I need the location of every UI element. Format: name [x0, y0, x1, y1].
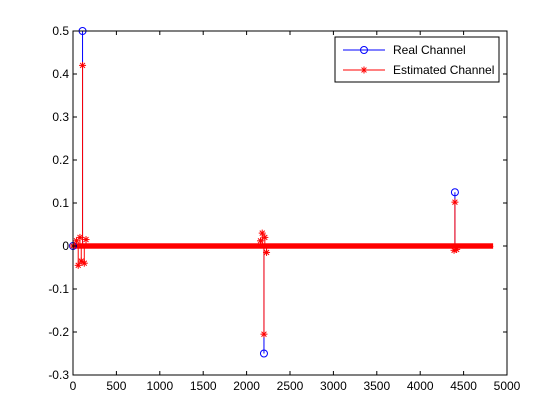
x-tick-label: 0 [70, 379, 77, 393]
estimated-channel-marker [453, 245, 461, 253]
x-tick-label: 5000 [494, 379, 521, 393]
estimated-channel-marker [80, 259, 88, 267]
estimated-channel-markers [69, 61, 461, 338]
y-axis-ticks: -0.3 -0.2 -0.1 0 0.1 0.2 0.3 0.4 0.5 [48, 24, 507, 382]
y-tick-label: 0.3 [52, 110, 69, 124]
real-channel-marker [450, 188, 459, 197]
y-tick-label: -0.1 [48, 282, 69, 296]
y-tick-label: 0.2 [52, 153, 69, 167]
legend-estimated-asterisk [360, 66, 368, 74]
legend-real-label: Real Channel [393, 43, 466, 57]
y-tick-label: 0.5 [52, 24, 69, 38]
x-tick-label: 4000 [407, 379, 434, 393]
x-tick-label: 2000 [233, 379, 260, 393]
estimated-channel-marker [260, 330, 268, 338]
x-tick-label: 2500 [277, 379, 304, 393]
y-tick-label: -0.2 [48, 325, 69, 339]
estimated-channel-marker [82, 236, 90, 244]
x-tick-label: 3500 [363, 379, 390, 393]
estimated-channel-marker [74, 261, 82, 269]
y-tick-label: 0.1 [52, 196, 69, 210]
estimated-channel-marker [451, 198, 459, 206]
x-tick-label: 3000 [320, 379, 347, 393]
y-tick-label: 0 [62, 239, 69, 253]
estimated-channel-marker [79, 61, 87, 69]
plot-background [73, 31, 507, 375]
real-channel-marker [259, 349, 268, 358]
estimated-channel-marker [256, 237, 264, 245]
y-tick-label: -0.3 [48, 368, 69, 382]
x-tick-label: 1500 [190, 379, 217, 393]
estimated-channel-marker [72, 237, 80, 245]
legend-box [334, 36, 500, 83]
legend: Real Channel Estimated Channel [334, 36, 500, 83]
estimated-channel-noise-band [73, 243, 494, 249]
x-tick-label: 500 [106, 379, 126, 393]
estimated-channel-marker [261, 233, 269, 241]
x-tick-label: 4500 [450, 379, 477, 393]
y-tick-label: 0.4 [52, 67, 69, 81]
estimated-channel-marker [263, 248, 271, 256]
x-tick-label: 1000 [146, 379, 173, 393]
legend-estimated-marker [360, 66, 368, 74]
x-axis-ticks: 0 500 1000 1500 2000 2500 3000 3500 4000 4500 5000 [70, 31, 521, 393]
legend-real-marker [360, 46, 368, 54]
legend-estimated-label: Estimated Channel [393, 63, 494, 77]
